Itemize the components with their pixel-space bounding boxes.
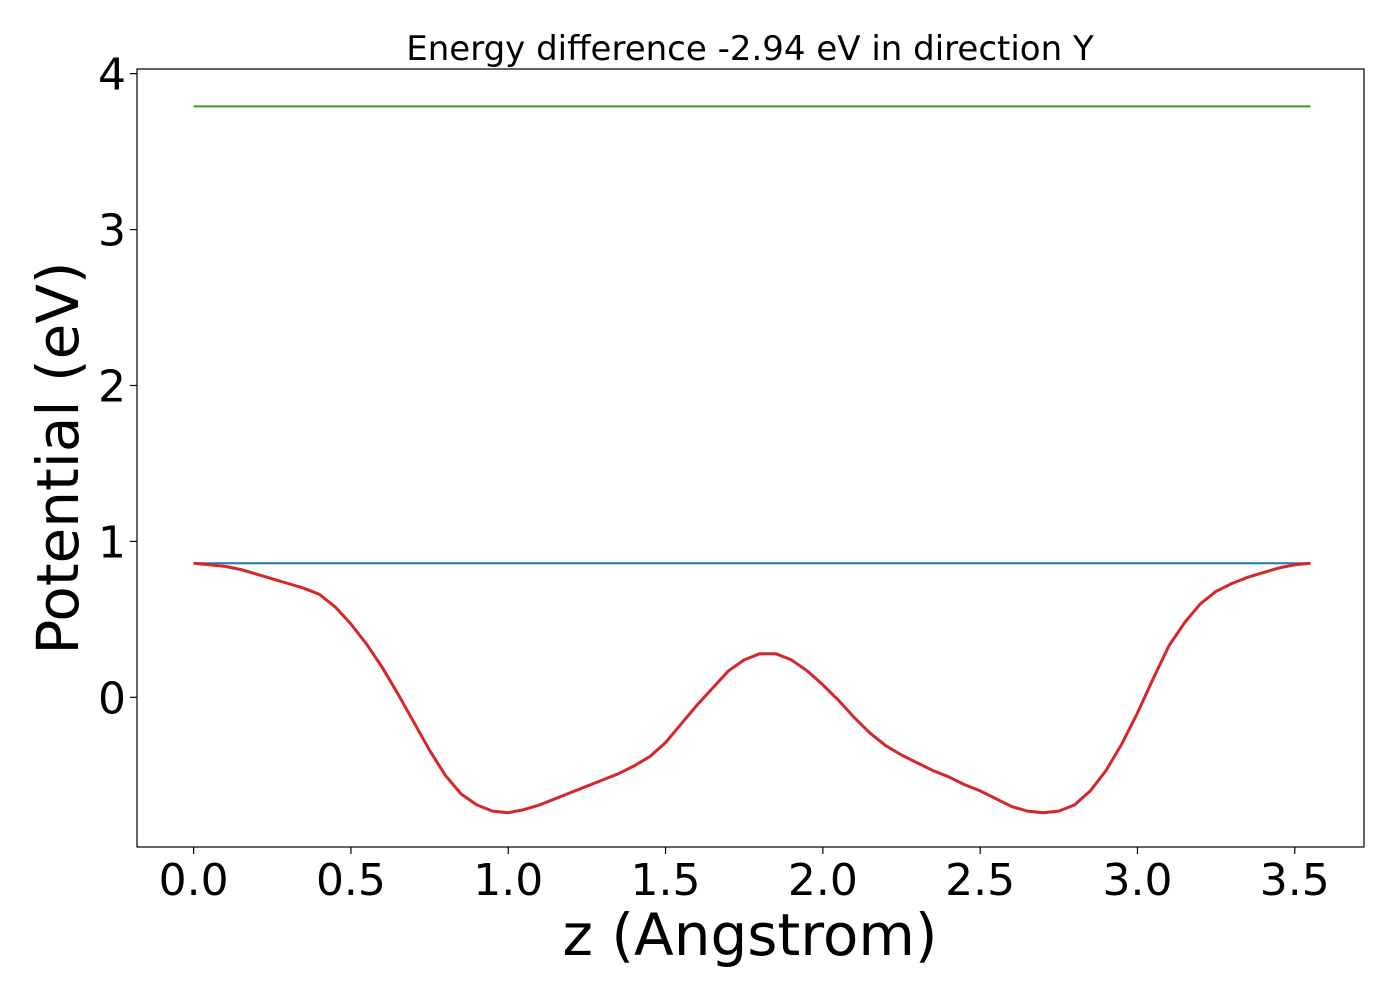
- y-axis-label: Potential (eV): [24, 261, 92, 654]
- x-tick-label: 3.5: [1260, 855, 1330, 906]
- y-tick-label: 0: [98, 673, 126, 724]
- chart-title: Energy difference -2.94 eV in direction …: [406, 29, 1094, 69]
- axes: 0.0 0.5 1.0 1.5 2.0 2.5 3.0 3.5 0 1 2 3 4: [98, 50, 1365, 906]
- series-line-3: [193, 561, 1311, 815]
- plot-area: [193, 105, 1311, 815]
- y-tick-label: 3: [98, 206, 126, 257]
- x-tick-label: 0.5: [316, 855, 386, 906]
- x-tick-label: 1.5: [631, 855, 701, 906]
- y-tick-label: 2: [98, 362, 126, 413]
- y-tick-label: 1: [98, 517, 126, 568]
- x-tick-label: 2.0: [788, 855, 858, 906]
- y-tick-label: 4: [98, 50, 126, 101]
- x-tick-label: 0.0: [159, 855, 229, 906]
- x-tick-label: 1.0: [473, 855, 543, 906]
- x-tick-label: 3.0: [1102, 855, 1172, 906]
- axes-frame: [136, 68, 1365, 848]
- x-axis-label: z (Angstrom): [563, 901, 938, 969]
- x-tick-label: 2.5: [945, 855, 1015, 906]
